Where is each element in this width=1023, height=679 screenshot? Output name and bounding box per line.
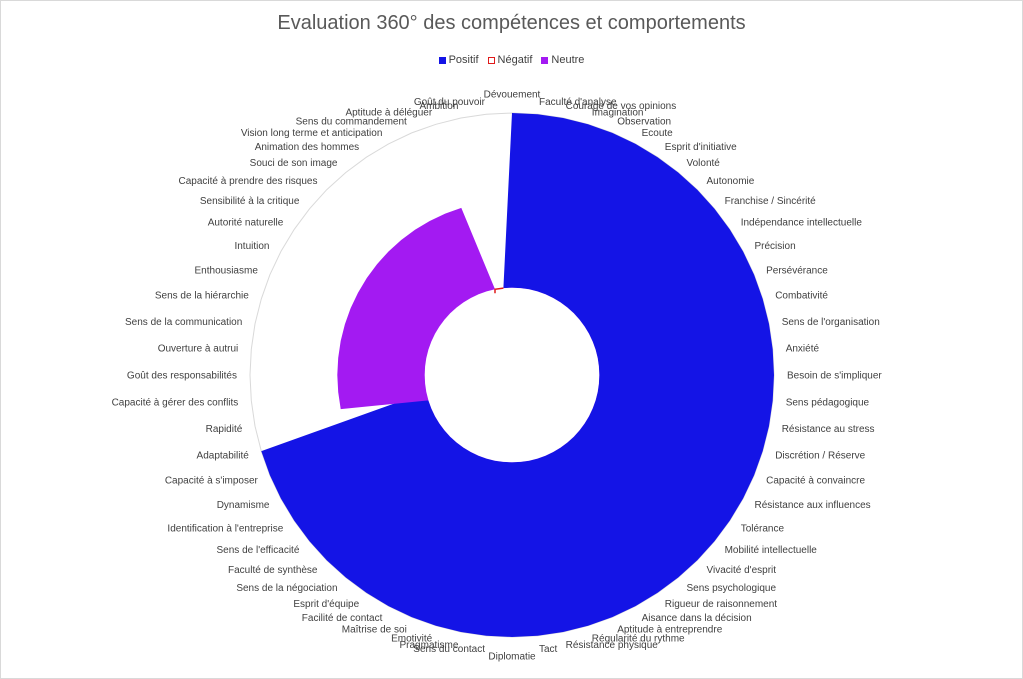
series-area-negatif — [424, 287, 600, 463]
category-label: Facilité de contact — [302, 613, 383, 624]
category-label: Vivacité d'esprit — [707, 565, 777, 576]
category-label: Volonté — [687, 158, 721, 169]
category-label: Ouverture à autrui — [158, 344, 239, 355]
category-label: Persévérance — [766, 265, 828, 276]
category-label: Sens du commandement — [296, 116, 407, 127]
category-label: Sens de l'organisation — [782, 317, 880, 328]
category-label: Identification à l'entreprise — [167, 523, 283, 534]
category-label: Sens de la hiérarchie — [155, 291, 249, 302]
category-label: Pragmatisme — [399, 640, 458, 651]
category-label: Précision — [755, 241, 796, 252]
legend-swatch-negatif — [487, 56, 495, 64]
category-label: Emotivité — [391, 634, 433, 645]
category-label: Faculté de synthèse — [228, 565, 318, 576]
category-label: Enthousiasme — [195, 265, 259, 276]
category-label: Souci de son image — [250, 158, 338, 169]
category-label: Résistance au stress — [782, 424, 875, 435]
category-label: Dévouement — [484, 90, 541, 101]
chart-title: Evaluation 360° des compétences et compo… — [277, 12, 746, 34]
category-label: Capacité à convaincre — [766, 476, 865, 487]
legend-item-neutre: Neutre — [541, 54, 584, 66]
category-label: Ambition — [419, 101, 458, 112]
category-label: Autorité naturelle — [208, 218, 284, 229]
legend-item-negatif: Négatif — [487, 54, 533, 66]
category-label: Rigueur de raisonnement — [665, 599, 778, 610]
category-label: Discrétion / Réserve — [775, 450, 865, 461]
category-label: Combativité — [775, 291, 828, 302]
category-label: Besoin de s'impliquer — [787, 371, 882, 382]
category-label: Animation des hommes — [255, 142, 360, 153]
category-label: Esprit d'initiative — [665, 142, 737, 153]
category-label: Sens de l'efficacité — [217, 545, 300, 556]
category-label: Tact — [539, 644, 558, 655]
legend-item-positif: Positif — [438, 54, 479, 66]
category-label: Vision long terme et anticipation — [241, 128, 383, 139]
category-label: Aptitude à entreprendre — [617, 625, 723, 636]
category-label: Franchise / Sincérité — [725, 196, 817, 207]
category-label: Sens du contact — [413, 644, 485, 655]
category-label: Régularité du rythme — [592, 634, 685, 645]
legend: Positif Négatif Neutre — [1, 54, 1022, 66]
category-label: Sens de la communication — [125, 317, 242, 328]
legend-swatch-positif — [438, 56, 446, 64]
category-label: Goût des responsabilités — [127, 371, 237, 382]
category-label: Sens psychologique — [687, 583, 777, 594]
category-label: Autonomie — [707, 176, 755, 187]
category-label: Indépendance intellectuelle — [741, 218, 863, 229]
category-label: Courage de vos opinions — [566, 101, 677, 112]
category-label: Aisance dans la décision — [642, 613, 752, 624]
series-outline-negatif — [494, 287, 504, 294]
category-label: Esprit d'équipe — [293, 599, 359, 610]
category-label: Goût du pouvoir — [414, 97, 486, 108]
category-label: Imagination — [592, 107, 644, 118]
category-label: Diplomatie — [488, 652, 536, 663]
legend-swatch-neutre — [541, 56, 549, 64]
category-label: Adaptabilité — [197, 450, 250, 461]
category-label: Sensibilité à la critique — [200, 196, 300, 207]
category-label: Maîtrise de soi — [342, 625, 407, 636]
category-label: Résistance aux influences — [755, 500, 871, 511]
category-label: Tolérance — [741, 523, 785, 534]
category-label: Capacité à gérer des conflits — [112, 398, 239, 409]
category-label: Faculté d'analyse — [539, 97, 617, 108]
category-label: Ecoute — [642, 128, 674, 139]
category-label: Résistance physique — [566, 640, 659, 651]
category-label: Aptitude à déléguer — [345, 107, 432, 118]
category-label: Intuition — [234, 241, 269, 252]
category-label: Observation — [617, 116, 671, 127]
category-label: Mobilité intellectuelle — [725, 545, 818, 556]
category-label: Sens pédagogique — [786, 398, 870, 409]
category-label: Sens de la négociation — [236, 583, 337, 594]
legend-label-positif: Positif — [448, 54, 479, 66]
category-label: Dynamisme — [217, 500, 270, 511]
category-label: Anxiété — [786, 344, 820, 355]
category-label: Capacité à s'imposer — [165, 476, 259, 487]
category-label: Rapidité — [206, 424, 243, 435]
legend-label-neutre: Neutre — [551, 54, 585, 66]
category-label: Capacité à prendre des risques — [179, 176, 318, 187]
legend-label-negatif: Négatif — [497, 54, 533, 66]
